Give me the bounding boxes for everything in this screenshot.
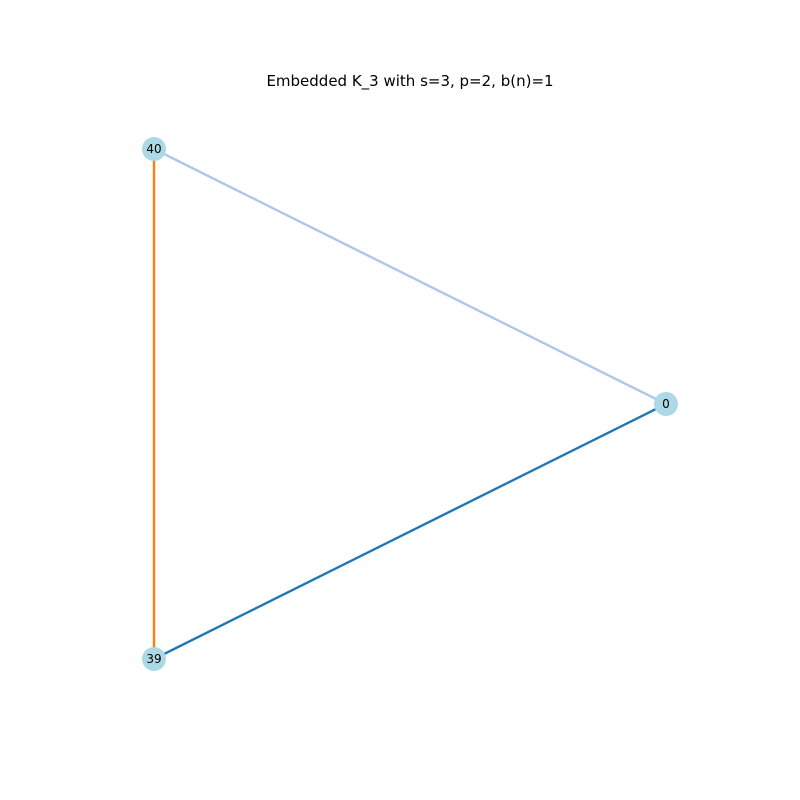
node-circle — [142, 647, 166, 671]
node-label: 0 — [662, 397, 670, 411]
node-label: 40 — [146, 142, 161, 156]
node-40: 40 — [142, 137, 166, 161]
node-0: 0 — [654, 392, 678, 416]
edge-40-0 — [153, 147, 667, 406]
node-circle — [654, 392, 678, 416]
edge-0-39 — [153, 402, 667, 661]
figure-title: Embedded K_3 with s=3, p=2, b(n)=1 — [266, 72, 554, 90]
node-39: 39 — [142, 647, 166, 671]
nodes-layer: 40 0 39 — [142, 137, 678, 671]
edges-layer — [152, 147, 667, 661]
node-circle — [142, 137, 166, 161]
node-label: 39 — [146, 652, 161, 666]
